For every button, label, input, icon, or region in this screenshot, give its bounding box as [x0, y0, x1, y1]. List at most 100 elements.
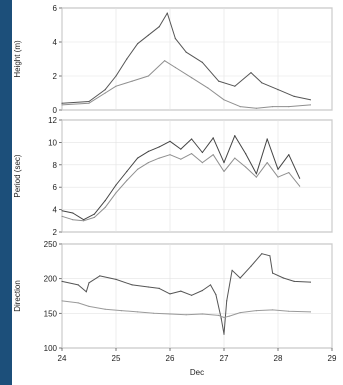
- data-point-1-1-3: [93, 216, 95, 218]
- data-point-2-0-18: [231, 269, 233, 271]
- data-point-0-1-12: [255, 107, 257, 109]
- data-point-1-0-20: [277, 168, 279, 170]
- data-point-1-0-5: [115, 184, 117, 186]
- data-point-1-0-0: [61, 210, 63, 212]
- data-point-2-1-9: [201, 313, 203, 315]
- ytick-label-1-0: 2: [53, 228, 58, 237]
- y-axis-title-1: Period (sec): [13, 154, 22, 197]
- data-point-1-1-16: [234, 157, 236, 159]
- data-point-2-0-19: [239, 277, 241, 279]
- data-point-2-1-1: [77, 302, 79, 304]
- series-line-0-1: [61, 60, 311, 109]
- xtick-label-4: 28: [274, 354, 283, 363]
- data-point-2-0-3: [88, 282, 90, 284]
- data-point-1-1-6: [126, 179, 128, 182]
- data-point-2-1-11: [223, 316, 225, 319]
- data-point-1-0-16: [234, 135, 236, 137]
- data-point-0-1-14: [288, 106, 290, 108]
- data-point-1-1-21: [288, 172, 290, 174]
- ytick-label-2-1: 150: [44, 309, 58, 318]
- data-point-0-0-17: [293, 95, 295, 97]
- ytick-label-2-2: 200: [44, 275, 58, 284]
- data-point-1-0-9: [158, 146, 160, 148]
- data-point-2-0-26: [309, 281, 311, 283]
- data-point-1-0-21: [288, 154, 290, 156]
- series-line-2-1: [61, 300, 311, 318]
- data-point-0-0-3: [115, 75, 117, 77]
- y-axis-title-0: Height (m): [13, 40, 22, 78]
- data-point-2-1-17: [309, 311, 311, 313]
- panel-frame-1: [61, 119, 333, 233]
- data-point-0-0-1: [88, 100, 90, 103]
- data-point-0-1-11: [239, 106, 241, 108]
- data-point-0-0-9: [174, 38, 176, 40]
- data-point-1-0-15: [223, 162, 225, 164]
- data-point-1-0-3: [93, 213, 95, 215]
- data-point-2-0-22: [269, 255, 271, 257]
- xtick-label-5: 29: [328, 354, 337, 363]
- y-axis-title-2: Direction: [13, 280, 22, 312]
- data-point-1-1-12: [191, 153, 193, 155]
- data-point-0-0-7: [158, 26, 160, 28]
- ytick-label-1-5: 12: [48, 116, 57, 125]
- ytick-label-2-0: 100: [44, 344, 58, 353]
- data-point-2-0-24: [282, 277, 284, 279]
- data-point-1-1-7: [137, 168, 139, 170]
- data-point-0-1-0: [61, 104, 63, 106]
- ytick-label-1-1: 4: [53, 206, 58, 215]
- data-point-0-0-5: [137, 43, 139, 45]
- data-point-1-0-10: [169, 140, 171, 142]
- panel-frame-2: [61, 243, 333, 349]
- data-point-0-0-10: [185, 51, 187, 53]
- data-point-2-1-3: [104, 308, 106, 310]
- data-point-0-0-8: [166, 12, 168, 14]
- data-point-1-1-17: [245, 166, 247, 168]
- data-point-2-0-2: [85, 291, 87, 293]
- data-point-1-0-2: [83, 219, 85, 221]
- data-point-2-0-11: [191, 294, 193, 296]
- data-point-1-0-1: [72, 212, 74, 214]
- data-point-2-0-0: [61, 280, 63, 282]
- data-point-0-1-2: [104, 92, 106, 94]
- data-point-1-1-0: [61, 215, 63, 217]
- data-point-1-1-13: [201, 162, 203, 164]
- data-point-2-1-12: [228, 315, 230, 317]
- data-point-0-0-16: [277, 89, 279, 91]
- data-point-0-1-10: [223, 99, 225, 101]
- ytick-label-0-0: 0: [53, 106, 58, 115]
- data-point-1-0-13: [201, 151, 203, 154]
- data-point-2-0-20: [250, 265, 252, 267]
- data-point-0-0-2: [104, 89, 106, 91]
- data-point-2-0-13: [209, 284, 212, 286]
- data-point-1-1-1: [72, 219, 74, 221]
- x-axis-title: Dec: [190, 368, 204, 377]
- ytick-label-1-3: 8: [53, 161, 58, 170]
- xtick-label-3: 27: [220, 354, 229, 363]
- data-point-0-1-7: [174, 66, 176, 69]
- data-point-0-1-15: [309, 104, 311, 106]
- data-point-2-1-16: [288, 310, 290, 312]
- data-point-1-1-10: [169, 154, 171, 156]
- data-point-0-1-5: [147, 75, 149, 77]
- data-point-0-1-8: [191, 77, 193, 79]
- data-point-1-1-9: [158, 157, 160, 159]
- data-point-1-0-4: [104, 200, 106, 202]
- ytick-label-0-3: 6: [53, 4, 58, 13]
- data-point-2-1-5: [137, 311, 139, 313]
- data-point-2-0-9: [169, 293, 171, 295]
- data-point-2-1-10: [218, 314, 220, 316]
- data-point-1-0-22: [299, 177, 301, 179]
- data-point-0-0-14: [250, 72, 252, 74]
- data-point-2-0-6: [131, 284, 133, 286]
- data-point-1-1-15: [223, 170, 225, 173]
- data-point-2-0-1: [77, 284, 79, 286]
- data-point-1-1-19: [266, 162, 268, 164]
- data-point-1-1-14: [212, 154, 214, 156]
- data-point-0-1-13: [272, 106, 274, 108]
- data-point-0-0-12: [218, 80, 220, 82]
- data-point-2-0-8: [158, 287, 160, 289]
- data-point-2-1-4: [120, 310, 122, 312]
- data-point-2-0-16: [223, 333, 225, 335]
- data-point-0-1-1: [88, 102, 90, 104]
